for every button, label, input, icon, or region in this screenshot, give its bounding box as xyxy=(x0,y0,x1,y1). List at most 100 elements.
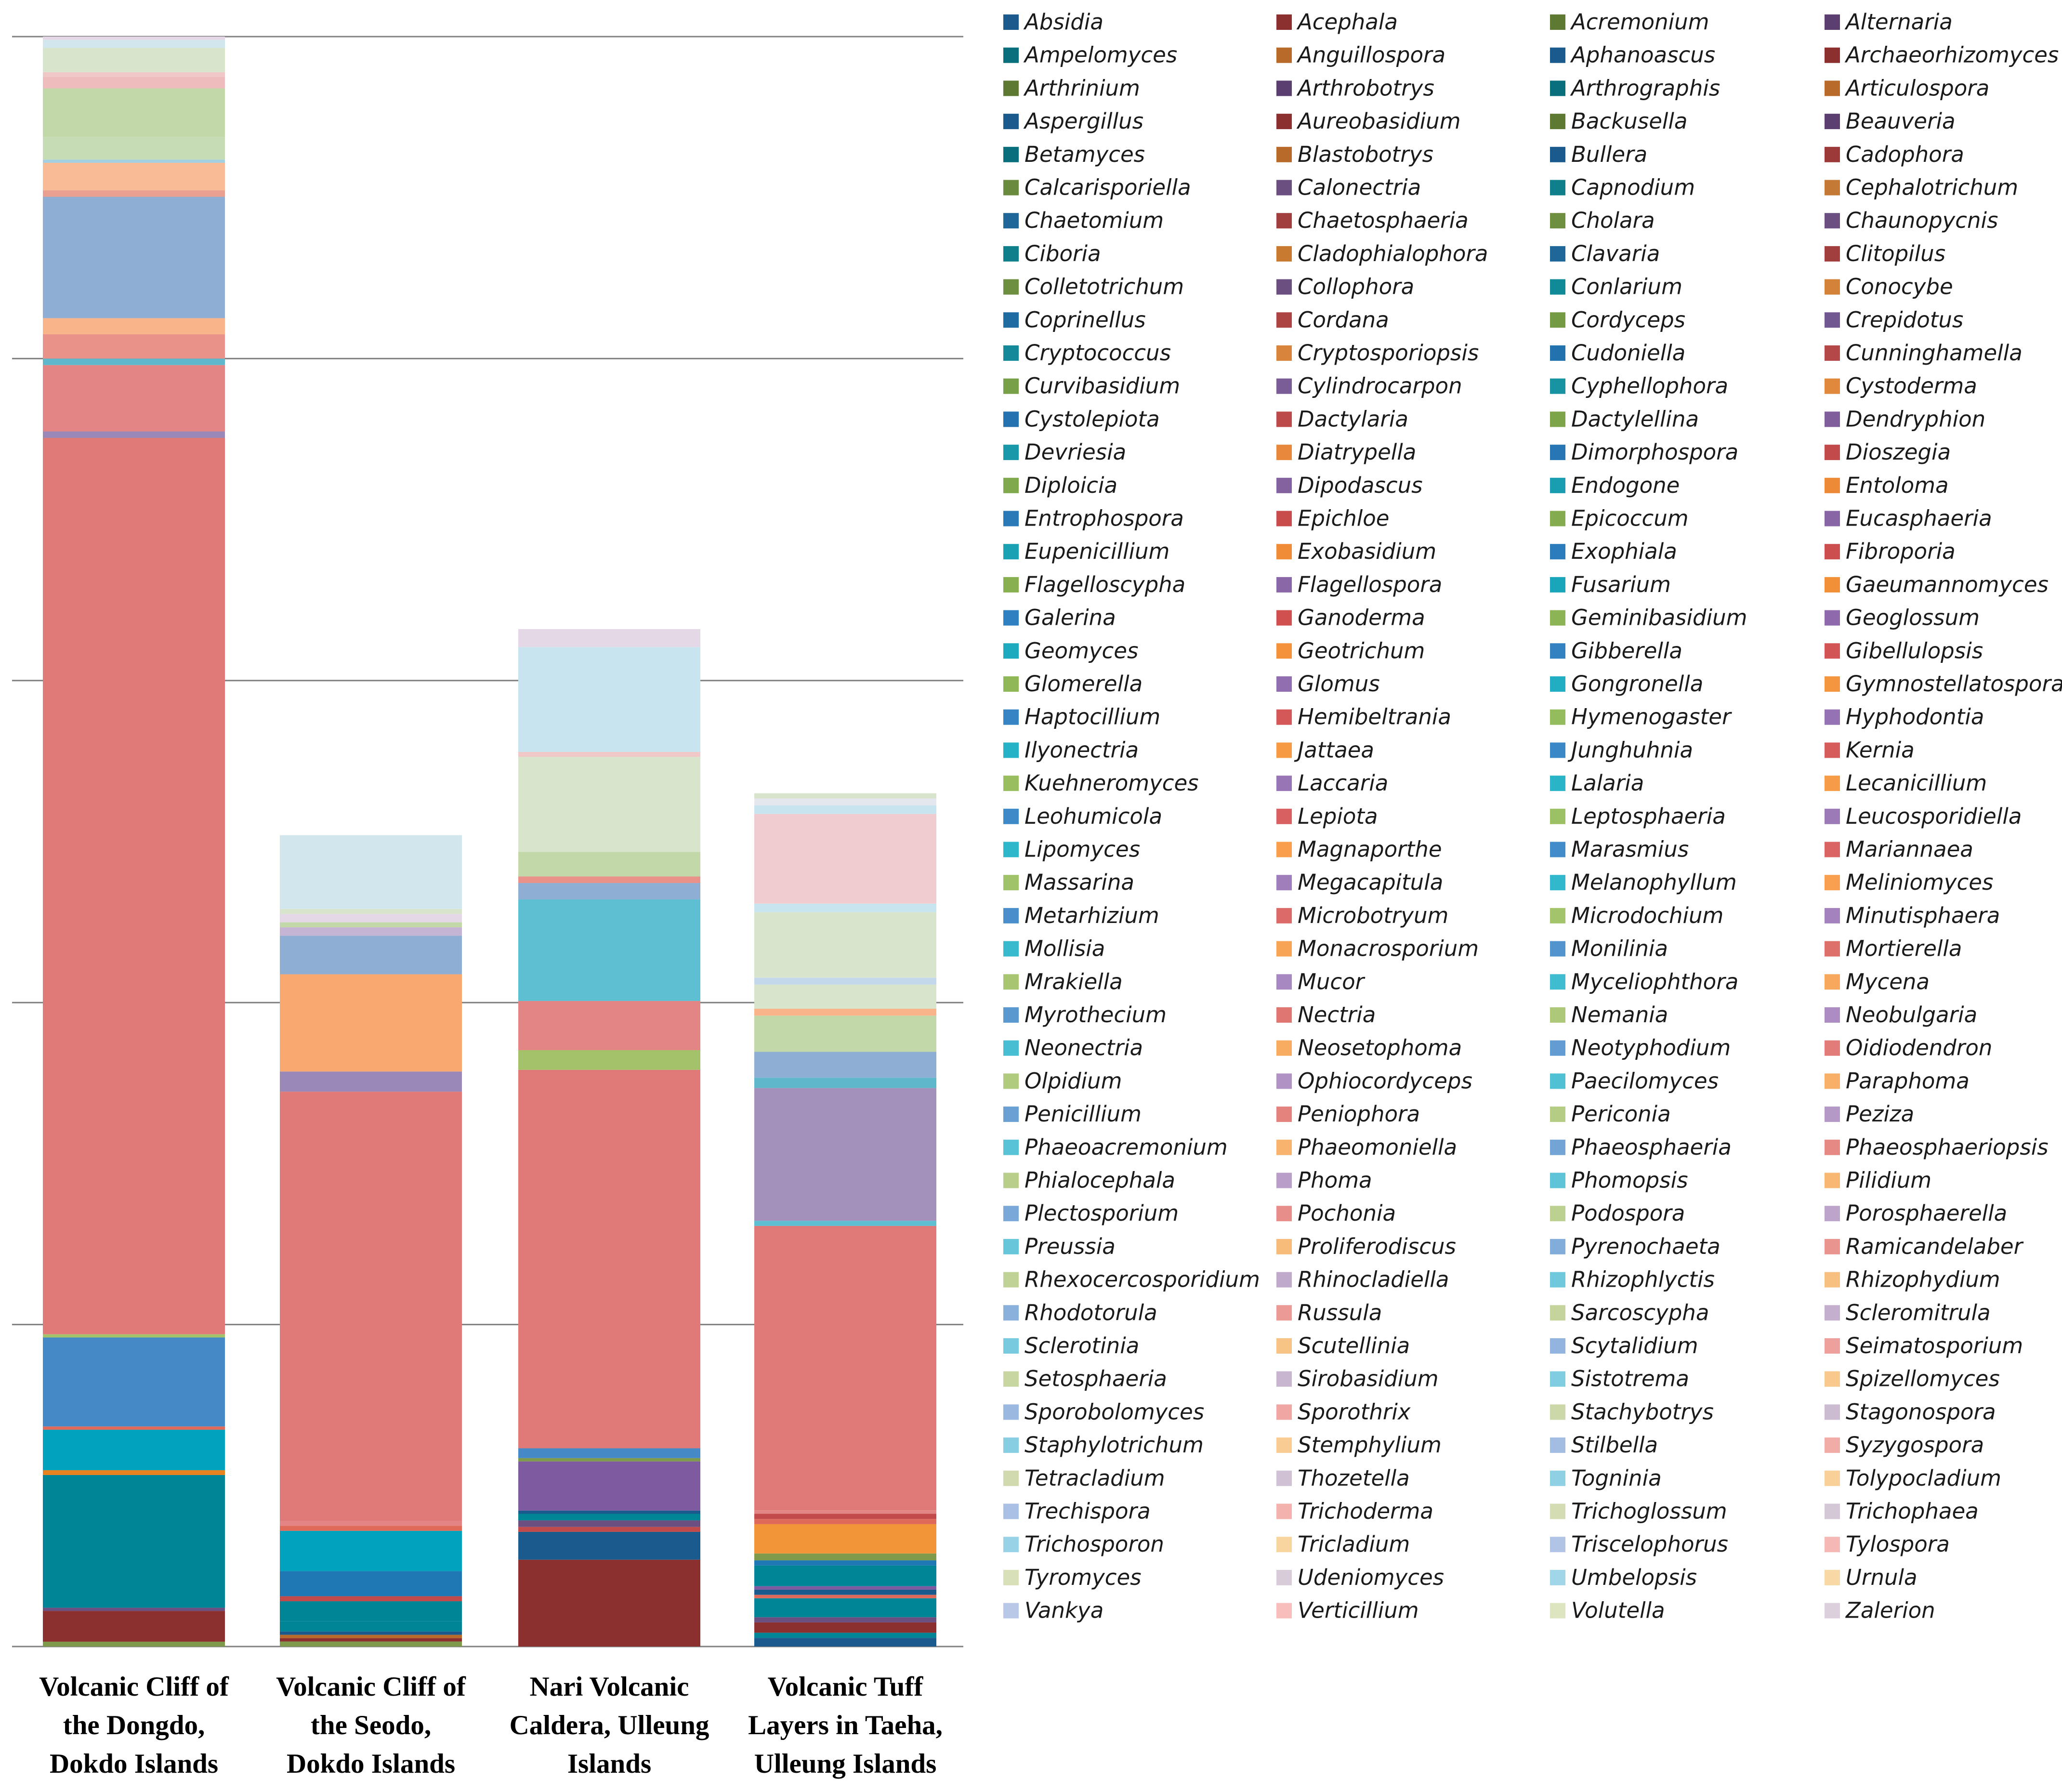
legend-label: Alternaria xyxy=(1844,9,1953,35)
bar-4-segment-7 xyxy=(754,1589,936,1595)
legend-item: Chaetomium xyxy=(1003,208,1164,233)
legend-swatch xyxy=(1825,1073,1840,1089)
legend-item: Phoma xyxy=(1276,1168,1372,1193)
legend-label: Cholara xyxy=(1571,208,1655,233)
legend-label: Rhodotorula xyxy=(1024,1300,1157,1325)
legend-item: Aspergillus xyxy=(1003,108,1143,134)
legend-item: Cryptosporiopsis xyxy=(1276,340,1479,366)
bar-1-segment-24 xyxy=(43,48,225,72)
legend-item: Pilidium xyxy=(1825,1168,1931,1193)
legend-item: Geminibasidium xyxy=(1550,605,1747,631)
legend-item: Metarhizium xyxy=(1003,903,1159,928)
category-label-4: Volcanic Tuff Layers in Taeha, Ulleung Isl… xyxy=(748,1672,943,1779)
legend-item: Leohumicola xyxy=(1003,804,1162,829)
legend-label: Fibroporia xyxy=(1846,539,1956,564)
bar-4-segment-27 xyxy=(754,814,936,904)
legend-item: Diatrypella xyxy=(1276,439,1416,465)
legend-label: Verticillium xyxy=(1298,1598,1419,1623)
legend-swatch xyxy=(1825,709,1840,725)
legend-label: Sarcoscypha xyxy=(1571,1300,1709,1325)
legend-label: Diatrypella xyxy=(1298,439,1416,465)
bar-1-segment-10 xyxy=(43,437,225,1334)
legend-label: Mrakiella xyxy=(1024,969,1123,994)
legend-label: Tylospora xyxy=(1846,1531,1950,1557)
legend-item: Stemphylium xyxy=(1276,1432,1442,1458)
legend-label: Kernia xyxy=(1846,737,1915,763)
legend-item: Laccaria xyxy=(1276,770,1388,796)
legend-item: Mrakiella xyxy=(1003,969,1123,994)
bar-3-segment-15 xyxy=(518,876,700,883)
legend-label: Trichophaea xyxy=(1846,1499,1979,1524)
legend-swatch xyxy=(1003,378,1019,394)
legend-item: Conocybe xyxy=(1825,274,1953,300)
bar-2-segment-5 xyxy=(280,1621,462,1632)
legend-label: Lipomyces xyxy=(1024,837,1140,862)
legend-label: Dioszegia xyxy=(1846,439,1951,465)
legend-label: Podospora xyxy=(1571,1200,1685,1226)
legend-label: Ramicandelaber xyxy=(1846,1234,2024,1259)
legend-item: Eucasphaeria xyxy=(1825,506,1992,531)
legend-item: Flagellospora xyxy=(1276,572,1442,597)
bar-4-segment-17 xyxy=(754,1221,936,1226)
legend-item: Tetracladium xyxy=(1003,1465,1165,1491)
legend-label: Stemphylium xyxy=(1298,1432,1442,1458)
bar-1-segment-2 xyxy=(43,1611,225,1642)
legend-swatch xyxy=(1003,246,1019,262)
bar-2-segment-4 xyxy=(280,1631,462,1635)
legend-label: Entoloma xyxy=(1846,473,1949,498)
legend-label: Conocybe xyxy=(1846,274,1953,300)
legend-item: Phialocephala xyxy=(1003,1168,1175,1193)
legend-swatch xyxy=(1550,1139,1565,1155)
legend-swatch xyxy=(1276,776,1292,791)
legend-item: Cudoniella xyxy=(1550,340,1685,366)
legend-item: Sirobasidium xyxy=(1276,1366,1439,1392)
legend-label: Chaetosphaeria xyxy=(1298,208,1469,233)
legend-item: Ramicandelaber xyxy=(1825,1234,2024,1259)
bar-4-segment-13 xyxy=(754,1519,936,1524)
legend-swatch xyxy=(1550,213,1565,229)
legend-item: Tricladium xyxy=(1276,1531,1410,1557)
legend-swatch xyxy=(1003,1470,1019,1486)
legend-item: Stagonospora xyxy=(1825,1399,1996,1424)
legend-item: Gibberella xyxy=(1550,638,1682,663)
legend-label: Stachybotrys xyxy=(1571,1399,1714,1424)
legend-swatch xyxy=(1550,511,1565,527)
legend-label: Gaeumannomyces xyxy=(1846,572,2049,597)
legend-item: Microdochium xyxy=(1550,903,1723,928)
legend-item: Nectria xyxy=(1276,1002,1376,1028)
legend-item: Archaeorhizomyces xyxy=(1825,42,2059,68)
legend-swatch xyxy=(1003,1569,1019,1585)
legend-swatch xyxy=(1003,180,1019,196)
bar-4-segment-6 xyxy=(754,1594,936,1598)
legend-swatch xyxy=(1003,742,1019,758)
legend-item: Clavaria xyxy=(1550,241,1660,266)
legend-swatch xyxy=(1003,114,1019,130)
legend-swatch xyxy=(1550,14,1565,30)
bar-2-segment-14 xyxy=(280,974,462,1072)
legend-label: Capnodium xyxy=(1571,175,1695,200)
legend-item: Betamyces xyxy=(1003,142,1145,167)
legend-swatch xyxy=(1550,47,1565,63)
legend-item: Setosphaeria xyxy=(1003,1366,1167,1392)
legend-swatch xyxy=(1276,146,1292,162)
bars xyxy=(43,37,936,1647)
legend-swatch xyxy=(1550,1107,1565,1122)
legend-swatch xyxy=(1276,676,1292,692)
legend-label: Archaeorhizomyces xyxy=(1844,42,2059,68)
legend-label: Geotrichum xyxy=(1298,638,1425,663)
legend-label: Tyromyces xyxy=(1024,1565,1142,1590)
legend-label: Spizellomyces xyxy=(1846,1366,2000,1392)
legend-swatch xyxy=(1550,1503,1565,1519)
legend-item: Alternaria xyxy=(1825,9,1953,35)
bar-2-segment-10 xyxy=(280,1526,462,1531)
legend-label: Thozetella xyxy=(1298,1465,1410,1491)
legend-item: Cryptococcus xyxy=(1003,340,1171,366)
bar-4-segment-4 xyxy=(754,1617,936,1622)
legend-swatch xyxy=(1276,1007,1292,1023)
legend-swatch xyxy=(1825,80,1840,96)
legend-item: Acremonium xyxy=(1550,9,1709,35)
legend-swatch xyxy=(1003,477,1019,493)
legend-swatch xyxy=(1825,808,1840,824)
legend-swatch xyxy=(1276,808,1292,824)
